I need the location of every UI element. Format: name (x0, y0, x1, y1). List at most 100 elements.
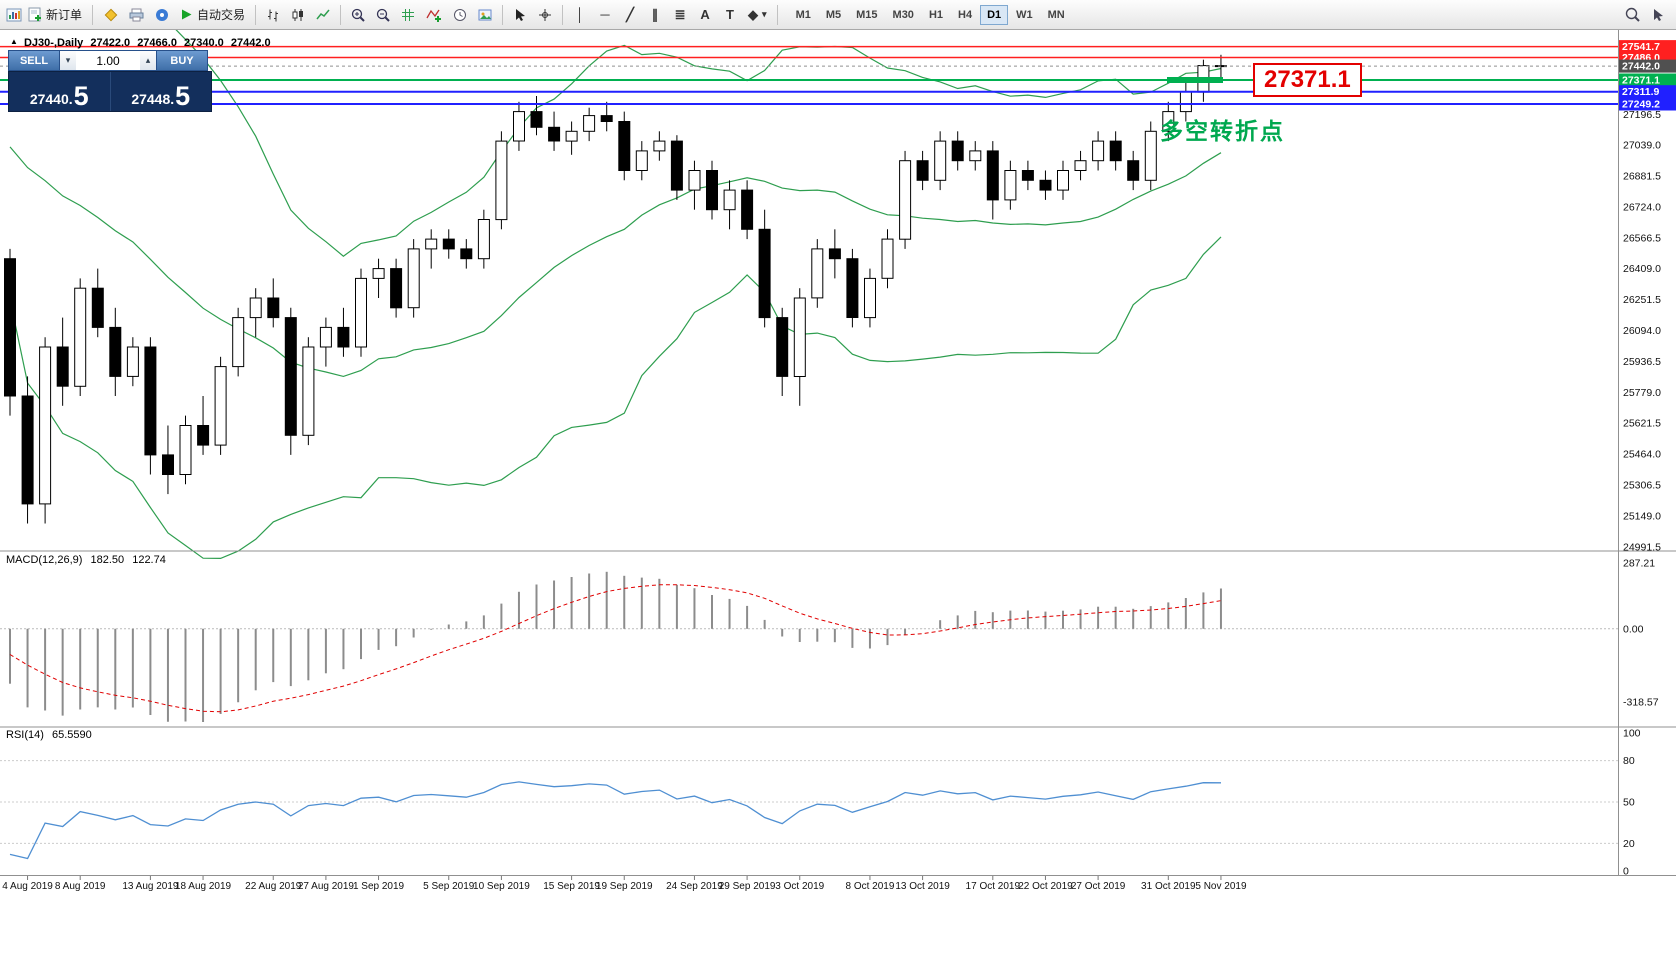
candle (1092, 140, 1105, 162)
support-segment[interactable] (1167, 77, 1223, 83)
timeframe-button-M5[interactable]: M5 (819, 5, 848, 25)
time-axis-label: 31 Oct 2019 (1141, 881, 1196, 892)
timeframe-button-M15[interactable]: M15 (849, 5, 884, 25)
macd-main-value: 182.50 (90, 554, 125, 566)
label-tool-button[interactable]: T (718, 3, 742, 27)
candle (460, 248, 473, 260)
fibonacci-icon: ≣ (674, 6, 686, 22)
zoom-out-icon (376, 8, 390, 22)
pointer-button[interactable] (1646, 3, 1670, 27)
metaeditor-button[interactable] (98, 3, 123, 27)
time-axis-label: 27 Aug 2019 (298, 881, 355, 892)
macd-scale-label: 0.00 (1623, 623, 1644, 635)
turning-point-annotation[interactable]: 多空转折点 (1160, 118, 1285, 144)
trendline-tool-button[interactable]: ╱ (618, 3, 642, 27)
macd-signal-value: 122.74 (132, 554, 166, 566)
sell-price-big-digit: 5 (73, 81, 89, 111)
candlestick-chart-button[interactable] (286, 3, 310, 27)
candles-layer (4, 54, 1227, 524)
macd-scale-label: 287.21 (1623, 557, 1655, 569)
time-axis-label: 5 Nov 2019 (1195, 881, 1247, 892)
new-order-button[interactable]: 新订单 (23, 3, 87, 27)
candle (951, 140, 964, 162)
candle (109, 326, 122, 377)
rsi-scale-label: 50 (1623, 797, 1635, 809)
candle (1074, 160, 1087, 171)
auto-trading-button[interactable]: 自动交易 (175, 3, 250, 27)
candle (1127, 160, 1140, 181)
notifications-button[interactable] (150, 3, 174, 27)
text-tool-button[interactable]: A (693, 3, 717, 27)
timeframe-button-MN[interactable]: MN (1041, 5, 1072, 25)
price-level-callout[interactable]: 27371.1 (1253, 63, 1362, 97)
indicators-button[interactable] (421, 3, 447, 27)
time-axis-label: 5 Sep 2019 (423, 881, 475, 892)
time-axis-label: 4 Aug 2019 (2, 881, 53, 892)
volume-down-button[interactable]: ▾ (60, 50, 76, 71)
channel-tool-button[interactable]: ∥ (643, 3, 667, 27)
chart-symbol-header: ▲ DJ30-,Daily 27422.0 27466.0 27340.0 27… (10, 37, 275, 49)
search-icon (1625, 7, 1640, 22)
timeframe-button-D1[interactable]: D1 (980, 4, 1009, 25)
time-axis-label: 10 Sep 2019 (473, 881, 530, 892)
one-click-top-row: SELL ▾ ▴ BUY (8, 50, 212, 71)
grid-toggle-button[interactable] (396, 3, 420, 27)
candle (4, 258, 16, 397)
timeframe-button-H1[interactable]: H1 (922, 5, 950, 25)
time-axis-label: 8 Oct 2019 (845, 881, 894, 892)
timeframe-button-H4[interactable]: H4 (951, 5, 979, 25)
crosshair-tool-button[interactable] (533, 3, 557, 27)
candle (1179, 91, 1192, 113)
candle (881, 238, 894, 279)
candle (144, 346, 157, 456)
price-scale-label: 25306.5 (1623, 480, 1661, 492)
timeframe-button-M1[interactable]: M1 (789, 5, 818, 25)
print-button[interactable] (124, 3, 149, 27)
hline-tool-button[interactable]: ─ (593, 3, 617, 27)
main-toolbar: 新订单 自动交易 (0, 0, 1676, 30)
line-chart-button[interactable] (311, 3, 335, 27)
candle (916, 160, 929, 181)
zoom-out-button[interactable] (371, 3, 395, 27)
bar-chart-button[interactable] (261, 3, 285, 27)
periods-button[interactable] (448, 3, 472, 27)
shapes-tool-button[interactable]: ◆ ▾ (743, 3, 772, 27)
timeframe-button-M30[interactable]: M30 (886, 5, 921, 25)
price-scale-label: 26094.0 (1623, 325, 1661, 337)
time-axis-label: 13 Oct 2019 (895, 881, 950, 892)
buy-button[interactable]: BUY (156, 50, 208, 71)
buy-price[interactable]: 27448. 5 (111, 72, 212, 111)
line-chart-icon (316, 8, 330, 22)
candle (179, 425, 192, 475)
main-chart[interactable]: 27196.5 27039.0 26881.5 26724.0 26566.5 26409… (0, 30, 1676, 955)
search-button[interactable] (1620, 3, 1645, 27)
candle (706, 170, 718, 211)
toolbar-separator (92, 4, 94, 25)
price-scale[interactable]: 27196.5 27039.0 26881.5 26724.0 26566.5 26409… (1619, 40, 1676, 878)
zoom-in-button[interactable] (346, 3, 370, 27)
volume-input[interactable] (76, 50, 140, 71)
cursor-tool-button[interactable] (508, 3, 532, 27)
sell-price[interactable]: 27440. 5 (9, 72, 111, 111)
templates-button[interactable] (473, 3, 497, 27)
candle (390, 268, 403, 309)
cursor-icon (514, 8, 526, 22)
volume-up-button[interactable]: ▴ (140, 50, 156, 71)
app-logo-icon (6, 7, 22, 23)
fibonacci-tool-button[interactable]: ≣ (668, 3, 692, 27)
candle (530, 111, 543, 128)
candle (635, 150, 648, 171)
candle (723, 189, 736, 211)
sell-button[interactable]: SELL (8, 50, 60, 71)
price-tag (1619, 40, 1676, 54)
candle (793, 297, 806, 377)
timeframe-button-W1[interactable]: W1 (1009, 5, 1040, 25)
macd-header: MACD(12,26,9) 182.50 122.74 (6, 554, 171, 566)
candle (1162, 111, 1175, 132)
trendline-icon: ╱ (626, 6, 634, 22)
buy-price-big-digit: 5 (175, 81, 191, 111)
price-scale-label: 25464.0 (1623, 449, 1661, 461)
vline-tool-button[interactable]: │ (568, 3, 592, 27)
rsi-panel (0, 760, 1618, 860)
